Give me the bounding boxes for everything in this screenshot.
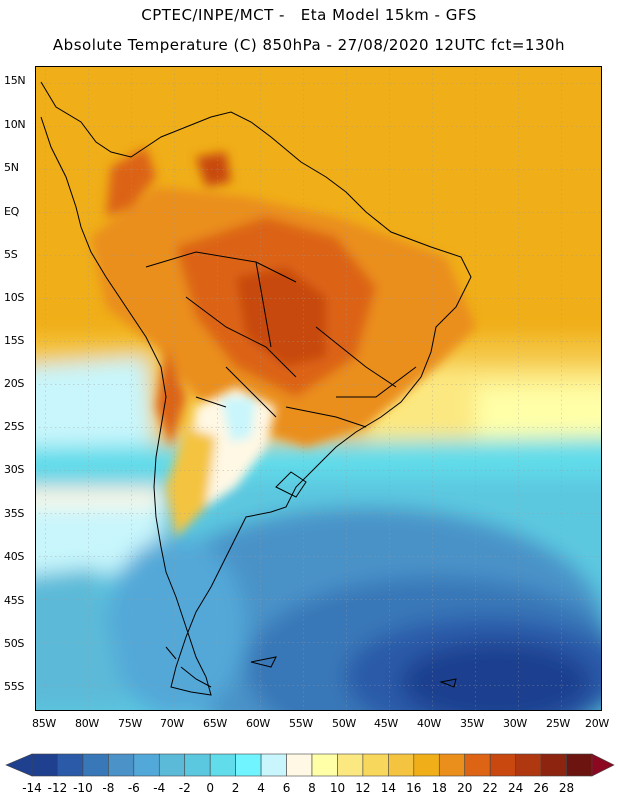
lon-label-55w: 55W <box>289 717 313 730</box>
lat-label-35s: 35S <box>4 507 25 520</box>
colorbar-swatch <box>209 753 236 777</box>
colorbar-tick-label: 0 <box>206 781 214 795</box>
colorbar-tick-label: 18 <box>431 781 447 795</box>
colorbar-swatch <box>566 753 593 777</box>
colorbar-tick-label: 24 <box>507 781 524 795</box>
map-title-line2: Absolute Temperature (C) 850hPa - 27/08/… <box>52 36 566 54</box>
colorbar-swatch <box>413 753 440 777</box>
lon-label-65w: 65W <box>203 717 227 730</box>
colorbar-swatch <box>489 753 516 777</box>
colorbar-tick-label: 20 <box>457 781 473 795</box>
colorbar-tick-label: -8 <box>102 781 115 795</box>
temperature-colorbar <box>5 753 615 777</box>
colorbar-swatch <box>388 753 415 777</box>
lon-label-45w: 45W <box>374 717 398 730</box>
lat-label-45s: 45S <box>4 594 25 607</box>
colorbar-tick-label: -14 <box>22 781 42 795</box>
lat-label-10s: 10S <box>4 291 25 304</box>
lat-label-55s: 55S <box>4 680 25 693</box>
colorbar-swatch <box>82 753 109 777</box>
colorbar-tick-label: 10 <box>329 781 346 795</box>
lon-label-80w: 80W <box>75 717 99 730</box>
colorbar-swatch <box>337 753 364 777</box>
lon-label-25w: 25W <box>546 717 570 730</box>
lon-label-60w: 60W <box>246 717 270 730</box>
colorbar-swatch <box>57 753 84 777</box>
colorbar-tick-label: -12 <box>47 781 68 795</box>
map-title-line1: CPTEC/INPE/MCT - Eta Model 15km - GFS <box>141 6 477 24</box>
colorbar-swatch <box>311 753 338 777</box>
colorbar-tick-label: 28 <box>558 781 575 795</box>
colorbar-swatch <box>158 753 186 777</box>
colorbar-tick-label: -10 <box>73 781 93 795</box>
lat-label-10n: 10N <box>4 118 26 131</box>
lon-label-75w: 75W <box>118 717 142 730</box>
colorbar-tick-label: -2 <box>178 781 191 795</box>
colorbar-arrow-high <box>591 753 615 777</box>
lat-label-40s: 40S <box>4 550 25 563</box>
colorbar-swatch <box>108 753 135 777</box>
colorbar-tick-label: 2 <box>231 781 240 795</box>
lon-label-50w: 50W <box>332 717 356 730</box>
colorbar-arrow-low <box>5 753 33 777</box>
colorbar-tick-label: 8 <box>308 781 316 795</box>
lon-label-40w: 40W <box>417 717 441 730</box>
lat-label-20s: 20S <box>4 377 25 390</box>
lat-label-eq: EQ <box>4 205 20 218</box>
colorbar-tick-label: 22 <box>482 781 498 795</box>
lon-label-70w: 70W <box>160 717 184 730</box>
colorbar-swatch <box>438 753 466 777</box>
colorbar-swatch <box>31 753 58 777</box>
colorbar-swatch <box>235 753 262 777</box>
lat-label-15n: 15N <box>4 74 26 87</box>
colorbar-swatch <box>464 753 491 777</box>
colorbar-tick-label: 26 <box>533 781 549 795</box>
temperature-field <box>36 67 601 710</box>
colorbar-swatch <box>286 753 313 777</box>
lon-label-20w: 20W <box>585 717 609 730</box>
colorbar-tick-label: -4 <box>153 781 166 795</box>
colorbar-tick-label: 12 <box>355 781 371 795</box>
lat-label-50s: 50S <box>4 637 25 650</box>
colorbar-swatch <box>515 753 542 777</box>
colorbar-swatch <box>260 753 287 777</box>
temperature-map <box>35 66 602 711</box>
colorbar-swatch <box>540 753 567 777</box>
colorbar-tick-label: 16 <box>406 781 422 795</box>
lon-label-35w: 35W <box>460 717 484 730</box>
colorbar-tick-label: -6 <box>127 781 140 795</box>
lon-label-30w: 30W <box>503 717 527 730</box>
lat-label-25s: 25S <box>4 420 25 433</box>
lon-label-85w: 85W <box>32 717 56 730</box>
lat-label-5n: 5N <box>4 161 19 174</box>
colorbar-swatch <box>184 753 211 777</box>
colorbar-tick-label: 14 <box>380 781 396 795</box>
colorbar-tick-label: 4 <box>257 781 265 795</box>
lat-label-5s: 5S <box>4 248 18 261</box>
colorbar-tick-label: 6 <box>282 781 291 795</box>
lat-label-15s: 15S <box>4 334 25 347</box>
lat-label-30s: 30S <box>4 463 25 476</box>
colorbar-swatch <box>362 753 389 777</box>
colorbar-swatch <box>133 753 160 777</box>
